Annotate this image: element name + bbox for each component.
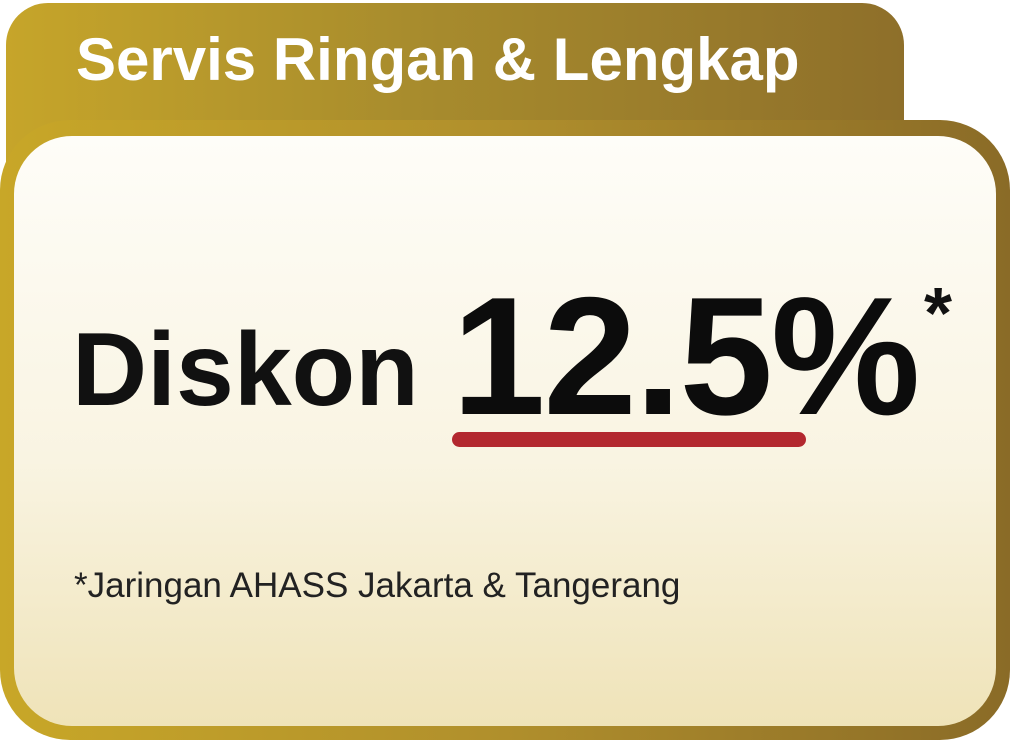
footnote-text: *Jaringan AHASS Jakarta & Tangerang [74,566,681,605]
discount-asterisk: * [924,274,953,354]
header-title: Servis Ringan & Lengkap [76,26,800,93]
offer-card [14,136,996,726]
discount-underline [452,432,806,447]
discount-value: 12.5% [452,262,920,450]
discount-label: Diskon [72,312,419,428]
